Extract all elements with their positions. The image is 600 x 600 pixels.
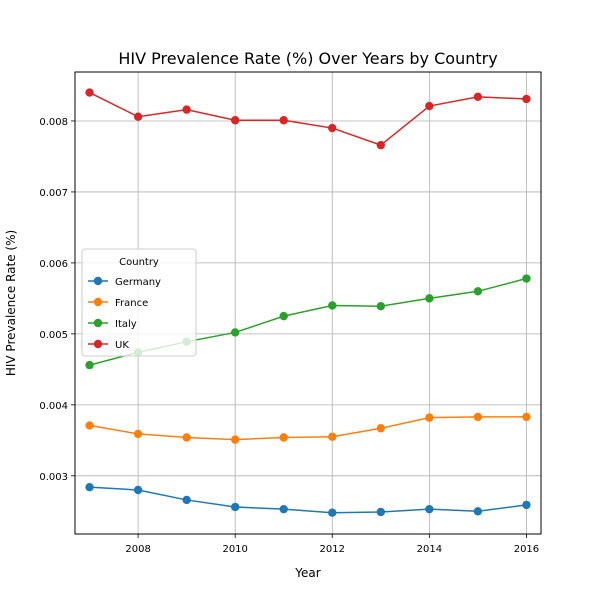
data-point-uk — [133, 112, 143, 121]
data-point-france — [230, 435, 240, 444]
data-point-france — [279, 433, 288, 442]
y-axis-label: HIV Prevalence Rate (%) — [4, 230, 18, 376]
legend-marker-germany — [93, 276, 103, 286]
data-point-germany — [182, 495, 191, 505]
data-point-uk — [182, 105, 191, 114]
ticks: 2008 2010 2012 2014 2016 0.003 0.004 0.005 0.006… — [39, 117, 539, 555]
data-point-germany — [279, 504, 288, 514]
series-layer — [85, 88, 531, 517]
data-point-germany — [376, 507, 386, 517]
y-tick-label: 0.005 — [39, 330, 68, 341]
legend-marker-italy — [93, 318, 103, 328]
y-tick-label: 0.008 — [39, 117, 68, 128]
data-point-france — [425, 413, 434, 422]
data-point-uk — [85, 88, 94, 97]
data-point-italy — [85, 360, 94, 370]
series-france — [85, 412, 531, 444]
data-point-france — [328, 432, 337, 441]
legend-item-france: France — [88, 297, 148, 309]
data-point-france — [522, 412, 531, 422]
data-point-italy — [328, 301, 337, 310]
legend-label-italy: Italy — [115, 319, 137, 330]
data-point-uk — [230, 116, 240, 125]
data-point-france — [133, 429, 143, 439]
legend-marker-france — [93, 297, 103, 307]
data-point-germany — [522, 500, 531, 510]
grid — [75, 72, 541, 534]
legend-label-uk: UK — [115, 340, 129, 351]
y-tick-label: 0.007 — [39, 188, 68, 199]
legend-item-italy: Italy — [88, 318, 137, 330]
data-point-france — [85, 421, 94, 430]
data-point-france — [376, 424, 386, 433]
legend-item-germany: Germany — [88, 276, 161, 288]
plot-frame — [74, 71, 542, 535]
x-tick-label: 2016 — [514, 544, 539, 555]
data-point-uk — [425, 101, 434, 111]
data-point-uk — [376, 140, 386, 150]
y-tick-label: 0.006 — [39, 259, 68, 270]
data-point-uk — [473, 92, 483, 102]
data-point-germany — [133, 485, 143, 495]
legend-label-germany: Germany — [115, 277, 161, 288]
series-germany — [85, 482, 531, 517]
legend: Country Germany France Italy UK — [81, 248, 197, 357]
data-point-germany — [85, 482, 94, 492]
data-point-italy — [522, 274, 531, 283]
series-uk — [85, 88, 531, 150]
x-tick-label: 2008 — [125, 544, 150, 555]
data-point-italy — [279, 311, 288, 321]
data-point-italy — [425, 294, 434, 303]
data-point-uk — [279, 116, 288, 125]
data-point-italy — [473, 287, 483, 296]
data-point-france — [473, 412, 483, 422]
data-point-uk — [328, 123, 337, 133]
legend-box — [81, 248, 197, 357]
x-tick-label: 2014 — [417, 544, 442, 555]
chart-title: HIV Prevalence Rate (%) Over Years by Co… — [118, 49, 497, 68]
data-point-germany — [425, 504, 434, 514]
legend-label-france: France — [115, 298, 148, 309]
series-line-germany — [89, 486, 527, 514]
data-point-germany — [473, 507, 483, 516]
x-tick-label: 2010 — [222, 544, 247, 555]
legend-item-uk: UK — [88, 339, 129, 351]
legend-marker-uk — [93, 339, 103, 349]
x-tick-label: 2012 — [320, 544, 345, 555]
y-tick-label: 0.004 — [39, 401, 68, 412]
data-point-italy — [376, 301, 386, 311]
data-point-germany — [328, 508, 337, 517]
data-point-italy — [230, 328, 240, 337]
data-point-uk — [522, 94, 531, 104]
y-tick-label: 0.003 — [39, 472, 68, 483]
data-point-germany — [230, 502, 240, 512]
data-point-france — [182, 433, 191, 442]
series-line-france — [89, 416, 527, 441]
legend-title: Country — [119, 257, 159, 268]
x-axis-label: Year — [294, 566, 320, 580]
series-line-uk — [89, 91, 527, 146]
